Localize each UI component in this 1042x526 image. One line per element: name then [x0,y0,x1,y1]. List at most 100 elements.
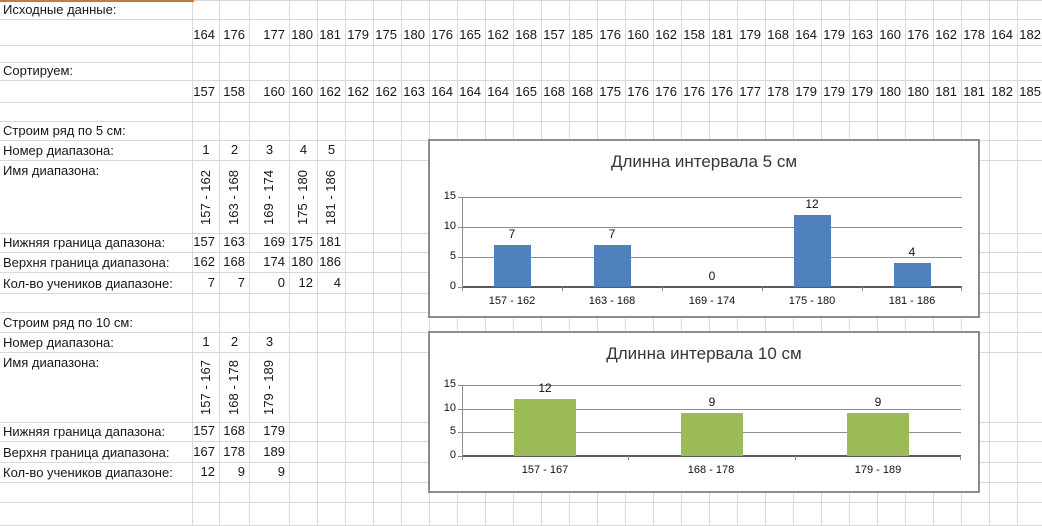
grid-cell[interactable] [290,46,318,63]
value-cell[interactable]: 0 [250,273,290,294]
grid-cell[interactable] [346,63,374,81]
value-cell[interactable]: 168 [220,423,250,442]
grid-cell[interactable] [402,234,430,253]
value-cell[interactable]: 185 [570,20,598,46]
grid-cell[interactable] [906,1,934,20]
value-cell[interactable]: 164 [458,81,486,103]
bar[interactable] [681,413,743,456]
grid-cell[interactable]: 157 - 167 [193,353,220,423]
grid-cell[interactable] [850,1,878,20]
value-cell[interactable]: 164 [193,20,220,46]
grid-cell[interactable] [430,483,458,503]
value-cell[interactable]: 157 [193,81,220,103]
value-cell[interactable]: 7 [220,273,250,294]
value-cell[interactable]: 181 [318,20,346,46]
grid-cell[interactable] [514,46,542,63]
grid-cell[interactable] [934,483,962,503]
value-cell[interactable]: 160 [250,81,290,103]
grid-cell[interactable] [346,313,374,333]
grid-cell[interactable] [486,103,514,122]
grid-cell[interactable] [766,103,794,122]
bar[interactable] [847,413,909,456]
grid-cell[interactable] [374,333,402,353]
grid-cell[interactable] [346,103,374,122]
grid-cell[interactable] [654,503,682,526]
grid-cell[interactable]: 157 - 162 [193,161,220,234]
grid-cell[interactable] [402,503,430,526]
value-cell[interactable]: 12 [290,273,318,294]
grid-cell[interactable] [458,503,486,526]
grid-cell[interactable] [0,483,193,503]
grid-cell[interactable] [990,423,1018,442]
grid-cell[interactable] [346,442,374,463]
grid-cell[interactable] [346,483,374,503]
grid-cell[interactable] [220,294,250,313]
grid-cell[interactable] [1018,141,1042,161]
value-cell[interactable]: 162 [486,20,514,46]
grid-cell[interactable] [290,442,318,463]
grid-cell[interactable]: 179 - 189 [250,353,290,423]
grid-cell[interactable] [220,503,250,526]
grid-cell[interactable] [1018,253,1042,273]
grid-cell[interactable] [250,1,290,20]
value-cell[interactable]: 178 [962,20,990,46]
grid-cell[interactable] [990,483,1018,503]
grid-cell[interactable] [598,1,626,20]
grid-cell[interactable] [766,63,794,81]
grid-cell[interactable] [542,46,570,63]
chart-interval-10cm[interactable]: Длинна интервала 10 см 0 5 10 15 12 157 - 167… [428,331,980,493]
bar[interactable] [894,263,931,287]
grid-cell[interactable] [346,333,374,353]
bar[interactable] [594,245,631,287]
grid-cell[interactable] [710,46,738,63]
grid-cell[interactable] [542,483,570,503]
value-cell[interactable]: 179 [250,423,290,442]
value-cell[interactable]: 182 [1018,20,1042,46]
row-label[interactable]: Имя диапазона: [0,353,193,423]
grid-cell[interactable] [822,503,850,526]
grid-cell[interactable] [570,503,598,526]
grid-cell[interactable] [738,63,766,81]
value-cell[interactable]: 3 [250,141,290,161]
grid-cell[interactable] [318,1,346,20]
grid-cell[interactable] [1018,234,1042,253]
grid-cell[interactable] [654,103,682,122]
value-cell[interactable]: 5 [318,141,346,161]
grid-cell[interactable] [193,63,220,81]
value-cell[interactable]: 168 [766,20,794,46]
grid-cell[interactable] [402,141,430,161]
grid-cell[interactable] [626,503,654,526]
value-cell[interactable]: 162 [374,81,402,103]
grid-cell[interactable] [290,463,318,483]
grid-cell[interactable] [934,1,962,20]
grid-cell[interactable] [193,294,220,313]
grid-cell[interactable] [374,234,402,253]
grid-cell[interactable] [990,46,1018,63]
grid-cell[interactable] [374,103,402,122]
grid-cell[interactable] [598,503,626,526]
grid-cell[interactable] [626,63,654,81]
grid-cell[interactable]: 169 - 174 [250,161,290,234]
grid-cell[interactable] [193,122,220,141]
grid-cell[interactable] [738,103,766,122]
grid-cell[interactable] [290,483,318,503]
grid-cell[interactable] [990,442,1018,463]
value-cell[interactable]: 176 [682,81,710,103]
grid-cell[interactable] [738,1,766,20]
grid-cell[interactable] [374,63,402,81]
grid-cell[interactable] [0,81,193,103]
value-cell[interactable]: 179 [850,81,878,103]
grid-cell[interactable] [374,313,402,333]
grid-cell[interactable] [906,63,934,81]
value-cell[interactable]: 9 [250,463,290,483]
grid-cell[interactable] [318,463,346,483]
grid-cell[interactable] [250,122,290,141]
grid-cell[interactable] [374,253,402,273]
grid-cell[interactable]: 175 - 180 [290,161,318,234]
value-cell[interactable]: 180 [290,253,318,273]
grid-cell[interactable] [514,503,542,526]
row-label[interactable]: Исходные данные: [0,1,193,20]
grid-cell[interactable] [220,483,250,503]
grid-cell[interactable] [934,103,962,122]
grid-cell[interactable] [962,503,990,526]
